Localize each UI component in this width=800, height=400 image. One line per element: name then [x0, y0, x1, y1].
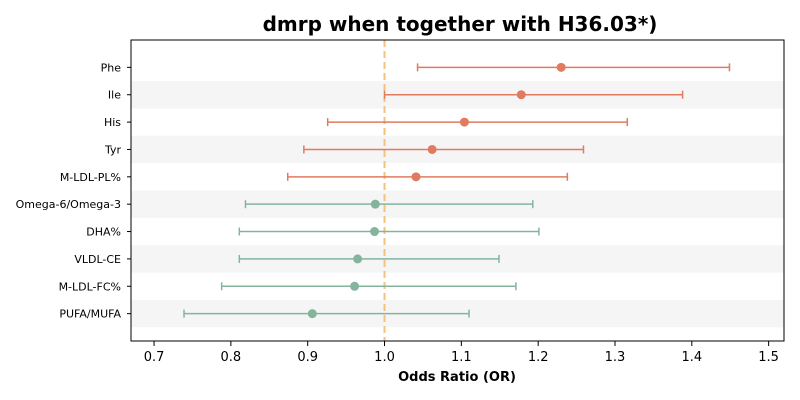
forest-row — [244, 199, 534, 209]
x-tick-label: 1.1 — [451, 350, 472, 365]
forest-row — [303, 144, 585, 154]
odds-ratio-point — [370, 227, 380, 237]
y-tick-label: DHA% — [86, 226, 121, 239]
y-tick-label: PUFA/MUFA — [59, 308, 121, 321]
y-tick-label: Omega-6/Omega-3 — [16, 198, 121, 211]
forest-row — [238, 254, 500, 264]
odds-ratio-point — [307, 309, 317, 319]
odds-ratio-point — [427, 144, 437, 154]
odds-ratio-point — [411, 172, 421, 182]
forest-row — [220, 281, 517, 291]
y-axis-labels: Phe Ile His Tyr M-LDL-PL% Omega-6/Omega-3 DHA%… — [16, 61, 131, 321]
chart-title: dmrp when together with H36.03*) — [263, 12, 658, 36]
y-tick-label: M-LDL-FC% — [59, 280, 121, 293]
y-tick-label: Ile — [108, 89, 121, 102]
y-tick-label: VLDL-CE — [74, 253, 121, 266]
forest-row — [183, 309, 470, 319]
x-tick-label: 0.9 — [297, 350, 318, 365]
x-axis: 0.7 0.8 0.9 1.0 1.1 1.2 1.3 1.4 1.5 — [144, 341, 779, 365]
plot-frame — [130, 39, 785, 342]
x-tick-label: 0.7 — [144, 350, 165, 365]
odds-ratio-point — [516, 90, 526, 100]
x-tick-label: 1.5 — [758, 350, 779, 365]
x-tick-label: 1.2 — [528, 350, 549, 365]
y-tick-label: His — [104, 116, 121, 129]
y-tick-label: Tyr — [104, 143, 122, 156]
odds-ratio-point — [350, 281, 360, 291]
data-rows — [183, 62, 731, 319]
x-tick-label: 1.0 — [374, 350, 395, 365]
y-tick-label: M-LDL-PL% — [60, 171, 121, 184]
x-tick-label: 0.8 — [221, 350, 242, 365]
forest-row — [416, 62, 731, 72]
forest-row — [383, 90, 684, 100]
x-axis-label: Odds Ratio (OR) — [398, 370, 516, 385]
odds-ratio-point — [459, 117, 469, 127]
forest-row — [326, 117, 629, 127]
x-tick-label: 1.4 — [681, 350, 702, 365]
forest-row — [286, 172, 569, 182]
x-tick-label: 1.3 — [605, 350, 626, 365]
odds-ratio-point — [556, 62, 566, 72]
odds-ratio-point — [353, 254, 363, 264]
forest-row — [238, 227, 540, 237]
odds-ratio-point — [370, 199, 380, 209]
y-tick-label: Phe — [101, 61, 122, 74]
